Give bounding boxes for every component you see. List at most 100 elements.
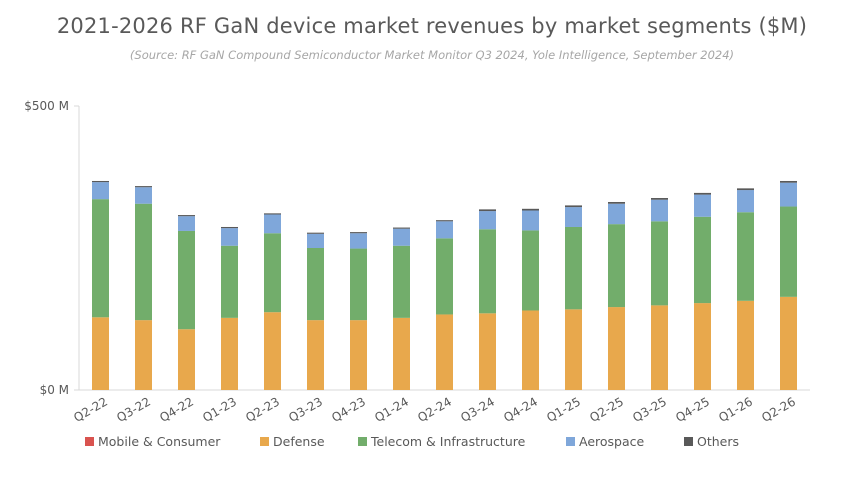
bar-segment-aerospace bbox=[135, 187, 152, 204]
legend-swatch bbox=[358, 437, 367, 446]
x-tick-label: Q1-26 bbox=[716, 394, 755, 424]
bar-segment-telecom-infrastructure bbox=[264, 233, 281, 313]
bar-segment-others bbox=[780, 180, 797, 183]
bar-segment-aerospace bbox=[608, 203, 625, 225]
x-tick-label: Q4-22 bbox=[157, 394, 196, 424]
bar-segment-telecom-infrastructure bbox=[479, 229, 496, 314]
bar-segment-others bbox=[565, 205, 582, 208]
x-tick-label: Q4-23 bbox=[329, 394, 368, 424]
x-tick-label: Q3-22 bbox=[114, 394, 153, 424]
bar-segment-aerospace bbox=[307, 233, 324, 248]
bar-segment-aerospace bbox=[651, 199, 668, 222]
bar-segment-others bbox=[178, 215, 195, 217]
bar-segment-telecom-infrastructure bbox=[780, 206, 797, 297]
legend-label: Aerospace bbox=[579, 434, 645, 449]
chart-title: 2021-2026 RF GaN device market revenues … bbox=[56, 14, 808, 38]
bar-segment-others bbox=[651, 198, 668, 200]
bar-segment-defense bbox=[565, 309, 582, 390]
bar-segment-telecom-infrastructure bbox=[92, 199, 109, 318]
bar-segment-telecom-infrastructure bbox=[436, 238, 453, 315]
bar-segment-telecom-infrastructure bbox=[221, 245, 238, 318]
legend-swatch bbox=[85, 437, 94, 446]
bar-segment-telecom-infrastructure bbox=[307, 248, 324, 321]
bar-segment-defense bbox=[479, 313, 496, 390]
legend-swatch bbox=[684, 437, 693, 446]
bar-segment-aerospace bbox=[479, 211, 496, 230]
x-tick-label: Q1-23 bbox=[200, 394, 239, 424]
chart-subtitle: (Source: RF GaN Compound Semiconductor M… bbox=[129, 48, 735, 62]
bar-segment-defense bbox=[264, 312, 281, 390]
bar-segment-defense bbox=[651, 305, 668, 390]
bar-segment-aerospace bbox=[694, 194, 711, 217]
legend-label: Defense bbox=[273, 434, 325, 449]
bar-segment-aerospace bbox=[565, 207, 582, 227]
bar-segment-defense bbox=[608, 307, 625, 390]
bar-segment-telecom-infrastructure bbox=[565, 226, 582, 310]
legend-label: Others bbox=[697, 434, 739, 449]
bar-segment-defense bbox=[92, 317, 109, 390]
x-tick-label: Q2-24 bbox=[415, 394, 454, 424]
bar-segment-others bbox=[694, 192, 711, 195]
bar-segment-others bbox=[135, 186, 152, 188]
bar-segment-defense bbox=[436, 314, 453, 390]
x-tick-label: Q1-24 bbox=[372, 394, 411, 424]
bar-segment-others bbox=[264, 213, 281, 215]
bar-segment-aerospace bbox=[780, 182, 797, 207]
x-tick-label: Q2-23 bbox=[243, 394, 282, 424]
x-tick-label: Q3-23 bbox=[286, 394, 325, 424]
bar-segment-telecom-infrastructure bbox=[135, 203, 152, 321]
bar-segment-others bbox=[221, 226, 238, 229]
bar-segment-others bbox=[393, 227, 410, 229]
bar-segment-aerospace bbox=[92, 182, 109, 200]
bar-segment-telecom-infrastructure bbox=[694, 216, 711, 304]
bar-segment-others bbox=[608, 201, 625, 204]
bar-segment-defense bbox=[307, 320, 324, 390]
bar-segment-defense bbox=[694, 303, 711, 390]
x-tick-label: Q4-25 bbox=[673, 394, 712, 424]
y-tick-label: $500 M bbox=[24, 99, 69, 113]
bar-segment-aerospace bbox=[522, 210, 539, 231]
bar-segment-defense bbox=[221, 317, 238, 390]
bar-segment-defense bbox=[178, 329, 195, 390]
y-tick-label: $0 M bbox=[40, 383, 69, 397]
bar-segment-defense bbox=[135, 320, 152, 390]
bar-segment-aerospace bbox=[737, 190, 754, 213]
bar-segment-aerospace bbox=[221, 228, 238, 246]
x-tick-label: Q2-26 bbox=[759, 394, 798, 424]
x-tick-label: Q1-25 bbox=[544, 394, 583, 424]
bar-segment-others bbox=[479, 209, 496, 212]
bar-segment-telecom-infrastructure bbox=[737, 212, 754, 301]
bar-segment-defense bbox=[737, 300, 754, 390]
legend-swatch bbox=[566, 437, 575, 446]
legend-label: Mobile & Consumer bbox=[98, 434, 221, 449]
x-tick-label: Q3-24 bbox=[458, 394, 497, 424]
bar-segment-aerospace bbox=[264, 214, 281, 234]
bar-segment-telecom-infrastructure bbox=[608, 224, 625, 308]
bar-segment-others bbox=[307, 232, 324, 234]
bar-segment-others bbox=[92, 180, 109, 183]
bar-segment-telecom-infrastructure bbox=[522, 230, 539, 311]
bar-segment-defense bbox=[522, 310, 539, 390]
bar-segment-others bbox=[737, 188, 754, 191]
legend-swatch bbox=[260, 437, 269, 446]
bar-segment-defense bbox=[780, 296, 797, 390]
bar-segment-aerospace bbox=[436, 221, 453, 239]
x-tick-label: Q3-25 bbox=[630, 394, 669, 424]
bar-segment-aerospace bbox=[393, 228, 410, 246]
x-tick-label: Q4-24 bbox=[501, 394, 540, 424]
bar-segment-telecom-infrastructure bbox=[393, 245, 410, 318]
x-tick-label: Q2-25 bbox=[587, 394, 626, 424]
bar-segment-others bbox=[436, 220, 453, 222]
bar-segment-others bbox=[522, 208, 539, 211]
legend-label: Telecom & Infrastructure bbox=[370, 434, 526, 449]
x-tick-label: Q2-22 bbox=[71, 394, 110, 424]
bar-segment-others bbox=[350, 232, 367, 234]
bar-segment-telecom-infrastructure bbox=[178, 230, 195, 330]
bar-segment-aerospace bbox=[178, 216, 195, 231]
bar-segment-defense bbox=[350, 320, 367, 390]
bar-segment-defense bbox=[393, 317, 410, 390]
bar-segment-telecom-infrastructure bbox=[350, 248, 367, 321]
bar-segment-telecom-infrastructure bbox=[651, 221, 668, 306]
